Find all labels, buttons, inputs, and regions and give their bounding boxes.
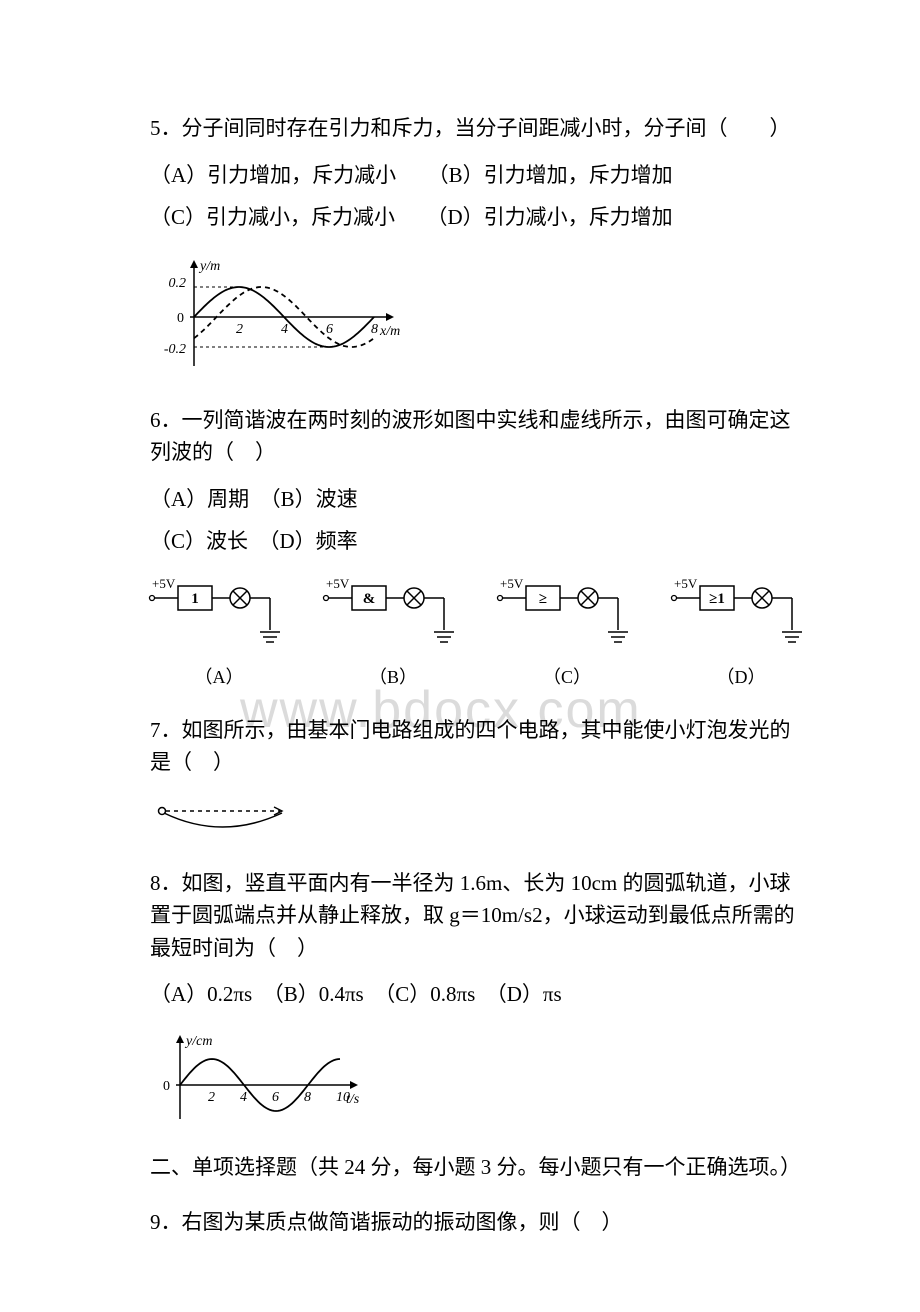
svg-text:6: 6 <box>326 322 333 337</box>
q9-figure: 0y/cmt/s246810 <box>150 1029 800 1129</box>
svg-text:8: 8 <box>304 1090 311 1105</box>
svg-text:&: & <box>363 591 376 607</box>
q5-options-line1: （A）引力增加，斥力减小 （B）引力增加，斥力增加 <box>150 159 800 192</box>
q9-stem: 9．右图为某质点做简谐振动的振动图像，则（ ） <box>150 1206 800 1239</box>
svg-text:2: 2 <box>208 1090 215 1105</box>
svg-text:4: 4 <box>281 322 288 337</box>
q7-circ-a-svg: +5V 1 <box>144 572 294 660</box>
q7-label-d: （D） <box>717 664 766 692</box>
svg-text:+5V: +5V <box>500 576 524 591</box>
q7-circuits-row: +5V1 （A） +5V& （B） +5V≥ （C） +5V≥1 （D） <box>144 572 800 692</box>
svg-text:≥: ≥ <box>539 591 547 607</box>
svg-text:2: 2 <box>236 322 243 337</box>
q7-circuit-d: +5V ≥1 （D） <box>666 572 816 692</box>
svg-text:1: 1 <box>191 591 199 607</box>
svg-text:-0.2: -0.2 <box>164 342 186 357</box>
q7-label-a: （A） <box>195 664 244 692</box>
q7-stem: 7．如图所示，由基本门电路组成的四个电路，其中能使小灯泡发光的是（ ） <box>150 714 800 779</box>
svg-text:0.2: 0.2 <box>169 276 187 291</box>
q6-stem: 6．一列简谐波在两时刻的波形如图中实线和虚线所示，由图可确定这列波的（ ） <box>150 404 800 469</box>
q7-circ-c-svg: +5V ≥ <box>492 572 642 660</box>
q5-stem: 5．分子间同时存在引力和斥力，当分子间距减小时，分子间（ ） <box>150 112 800 145</box>
q6-options-line2: （C）波长 （D）频率 <box>150 525 800 558</box>
q8-arc-diagram <box>150 797 300 845</box>
q7-circuit-c: +5V ≥ （C） <box>492 572 642 692</box>
svg-text:6: 6 <box>272 1090 279 1105</box>
q8-figure <box>150 797 800 845</box>
q9-section: 二、单项选择题（共 24 分，每小题 3 分。每小题只有一个正确选项。） <box>150 1151 800 1184</box>
svg-text:0: 0 <box>177 311 184 326</box>
q7-circuit-b: +5V& （B） <box>318 572 468 692</box>
svg-text:x/m: x/m <box>379 324 400 339</box>
q6-wave-chart: 0.2 -0.2 0 2 4 6 8 y/m x/m <box>150 252 410 382</box>
q7-circ-b-svg: +5V& <box>318 572 468 660</box>
q9-wave-chart: 0y/cmt/s246810 <box>150 1029 380 1129</box>
q8-options-line1: （A）0.2πs （B）0.4πs （C）0.8πs （D）πs <box>150 978 800 1011</box>
q7-label-c: （C） <box>543 664 591 692</box>
svg-text:0: 0 <box>163 1079 170 1094</box>
svg-text:10: 10 <box>336 1090 350 1105</box>
svg-text:8: 8 <box>371 322 378 337</box>
svg-text:4: 4 <box>240 1090 247 1105</box>
svg-text:+5V: +5V <box>674 576 698 591</box>
svg-text:y/cm: y/cm <box>184 1034 212 1049</box>
page-content: 5．分子间同时存在引力和斥力，当分子间距减小时，分子间（ ） （A）引力增加，斥… <box>120 112 800 1238</box>
svg-text:≥1: ≥1 <box>709 591 725 607</box>
q5-options-line2: （C）引力减小，斥力减小 （D）引力减小，斥力增加 <box>150 201 800 234</box>
q7-label-b: （B） <box>369 664 417 692</box>
q6-figure: 0.2 -0.2 0 2 4 6 8 y/m x/m <box>150 252 800 382</box>
q7-circ-d-svg: +5V ≥1 <box>666 572 816 660</box>
svg-text:y/m: y/m <box>198 259 220 274</box>
svg-text:+5V: +5V <box>152 576 176 591</box>
q6-options-line1: （A）周期 （B）波速 <box>150 483 800 516</box>
q7-circuit-a: +5V 1 （A） <box>144 572 294 692</box>
q8-stem: 8．如图，竖直平面内有一半径为 1.6m、长为 10cm 的圆弧轨道，小球置于圆… <box>150 867 800 965</box>
svg-text:+5V: +5V <box>326 576 350 591</box>
